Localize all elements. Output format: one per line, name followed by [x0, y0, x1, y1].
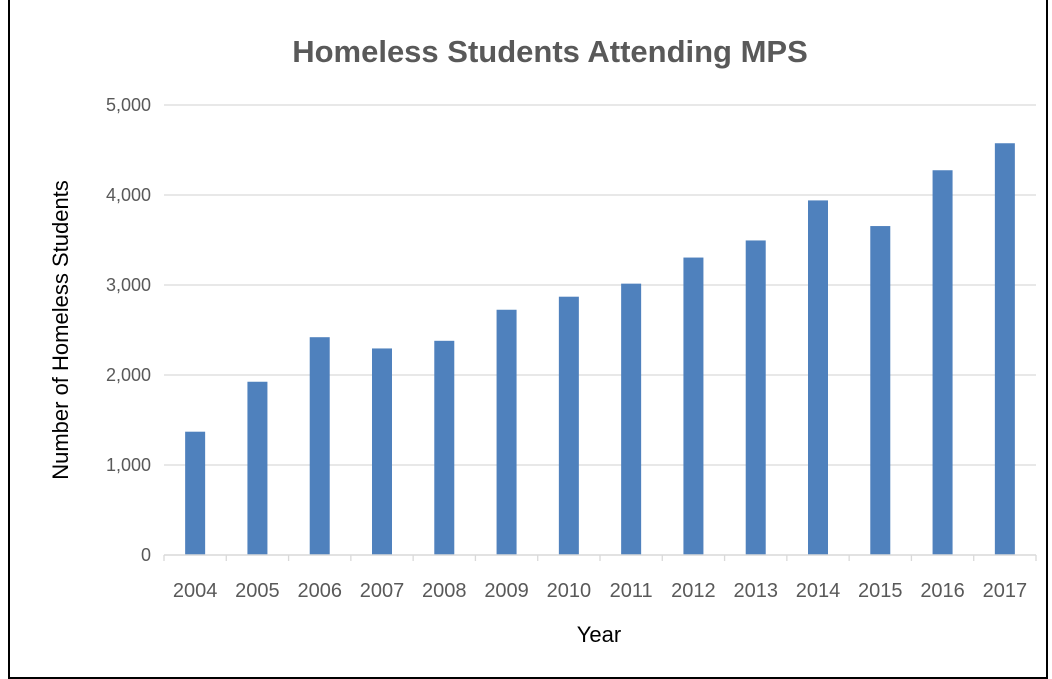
- bar: [372, 348, 392, 555]
- y-tick-label: 2,000: [106, 365, 151, 385]
- y-tick-label: 5,000: [106, 95, 151, 115]
- x-axis-title: Year: [577, 622, 621, 647]
- bar: [558, 296, 579, 555]
- y-axis-title: Number of Homeless Students: [48, 180, 73, 480]
- bars: [185, 143, 1015, 556]
- x-tick-label: 2007: [360, 580, 405, 602]
- bar-chart: Homeless Students Attending MPS 0 1,000 2,…: [48, 34, 1037, 647]
- bar: [247, 381, 268, 555]
- x-tick-label: 2015: [858, 580, 903, 602]
- chart-frame: Homeless Students Attending MPS 0 1,000 2,…: [8, 0, 1048, 679]
- bar: [309, 337, 330, 555]
- bar: [683, 257, 704, 555]
- x-tick-label: 2012: [671, 580, 716, 602]
- x-tick-label: 2008: [422, 580, 467, 602]
- bar: [434, 340, 455, 555]
- x-tick-label: 2016: [920, 580, 965, 602]
- chart-title: Homeless Students Attending MPS: [292, 34, 808, 69]
- bar: [745, 240, 766, 555]
- x-tick-label: 2005: [235, 580, 280, 602]
- bar: [870, 226, 891, 556]
- x-tick-label: 2014: [796, 580, 841, 602]
- x-tick-label: 2006: [297, 580, 342, 602]
- y-tick-label: 1,000: [106, 455, 151, 475]
- x-tick-label: 2010: [547, 580, 592, 602]
- x-tick-label: 2009: [484, 580, 529, 602]
- bar: [185, 431, 206, 555]
- x-tick-label: 2004: [173, 580, 218, 602]
- x-axis-ticks: 2004 2005 2006 2007 2008 2009 2010 2011 2012 2013…: [173, 580, 1027, 602]
- x-tick-label: 2011: [610, 580, 653, 602]
- y-tick-label: 3,000: [106, 275, 151, 295]
- y-axis-ticks: 0 1,000 2,000 3,000 4,000 5,000: [106, 95, 151, 565]
- gridlines: [164, 104, 1036, 466]
- bar: [932, 170, 953, 555]
- y-tick-label: 0: [141, 545, 151, 565]
- bar: [994, 143, 1015, 555]
- bar: [621, 283, 642, 555]
- x-tick-label: 2017: [983, 580, 1028, 602]
- x-tick-label: 2013: [733, 580, 778, 602]
- bar: [808, 200, 828, 555]
- y-tick-label: 4,000: [106, 185, 151, 205]
- x-axis: [163, 554, 1037, 561]
- bar: [496, 309, 517, 555]
